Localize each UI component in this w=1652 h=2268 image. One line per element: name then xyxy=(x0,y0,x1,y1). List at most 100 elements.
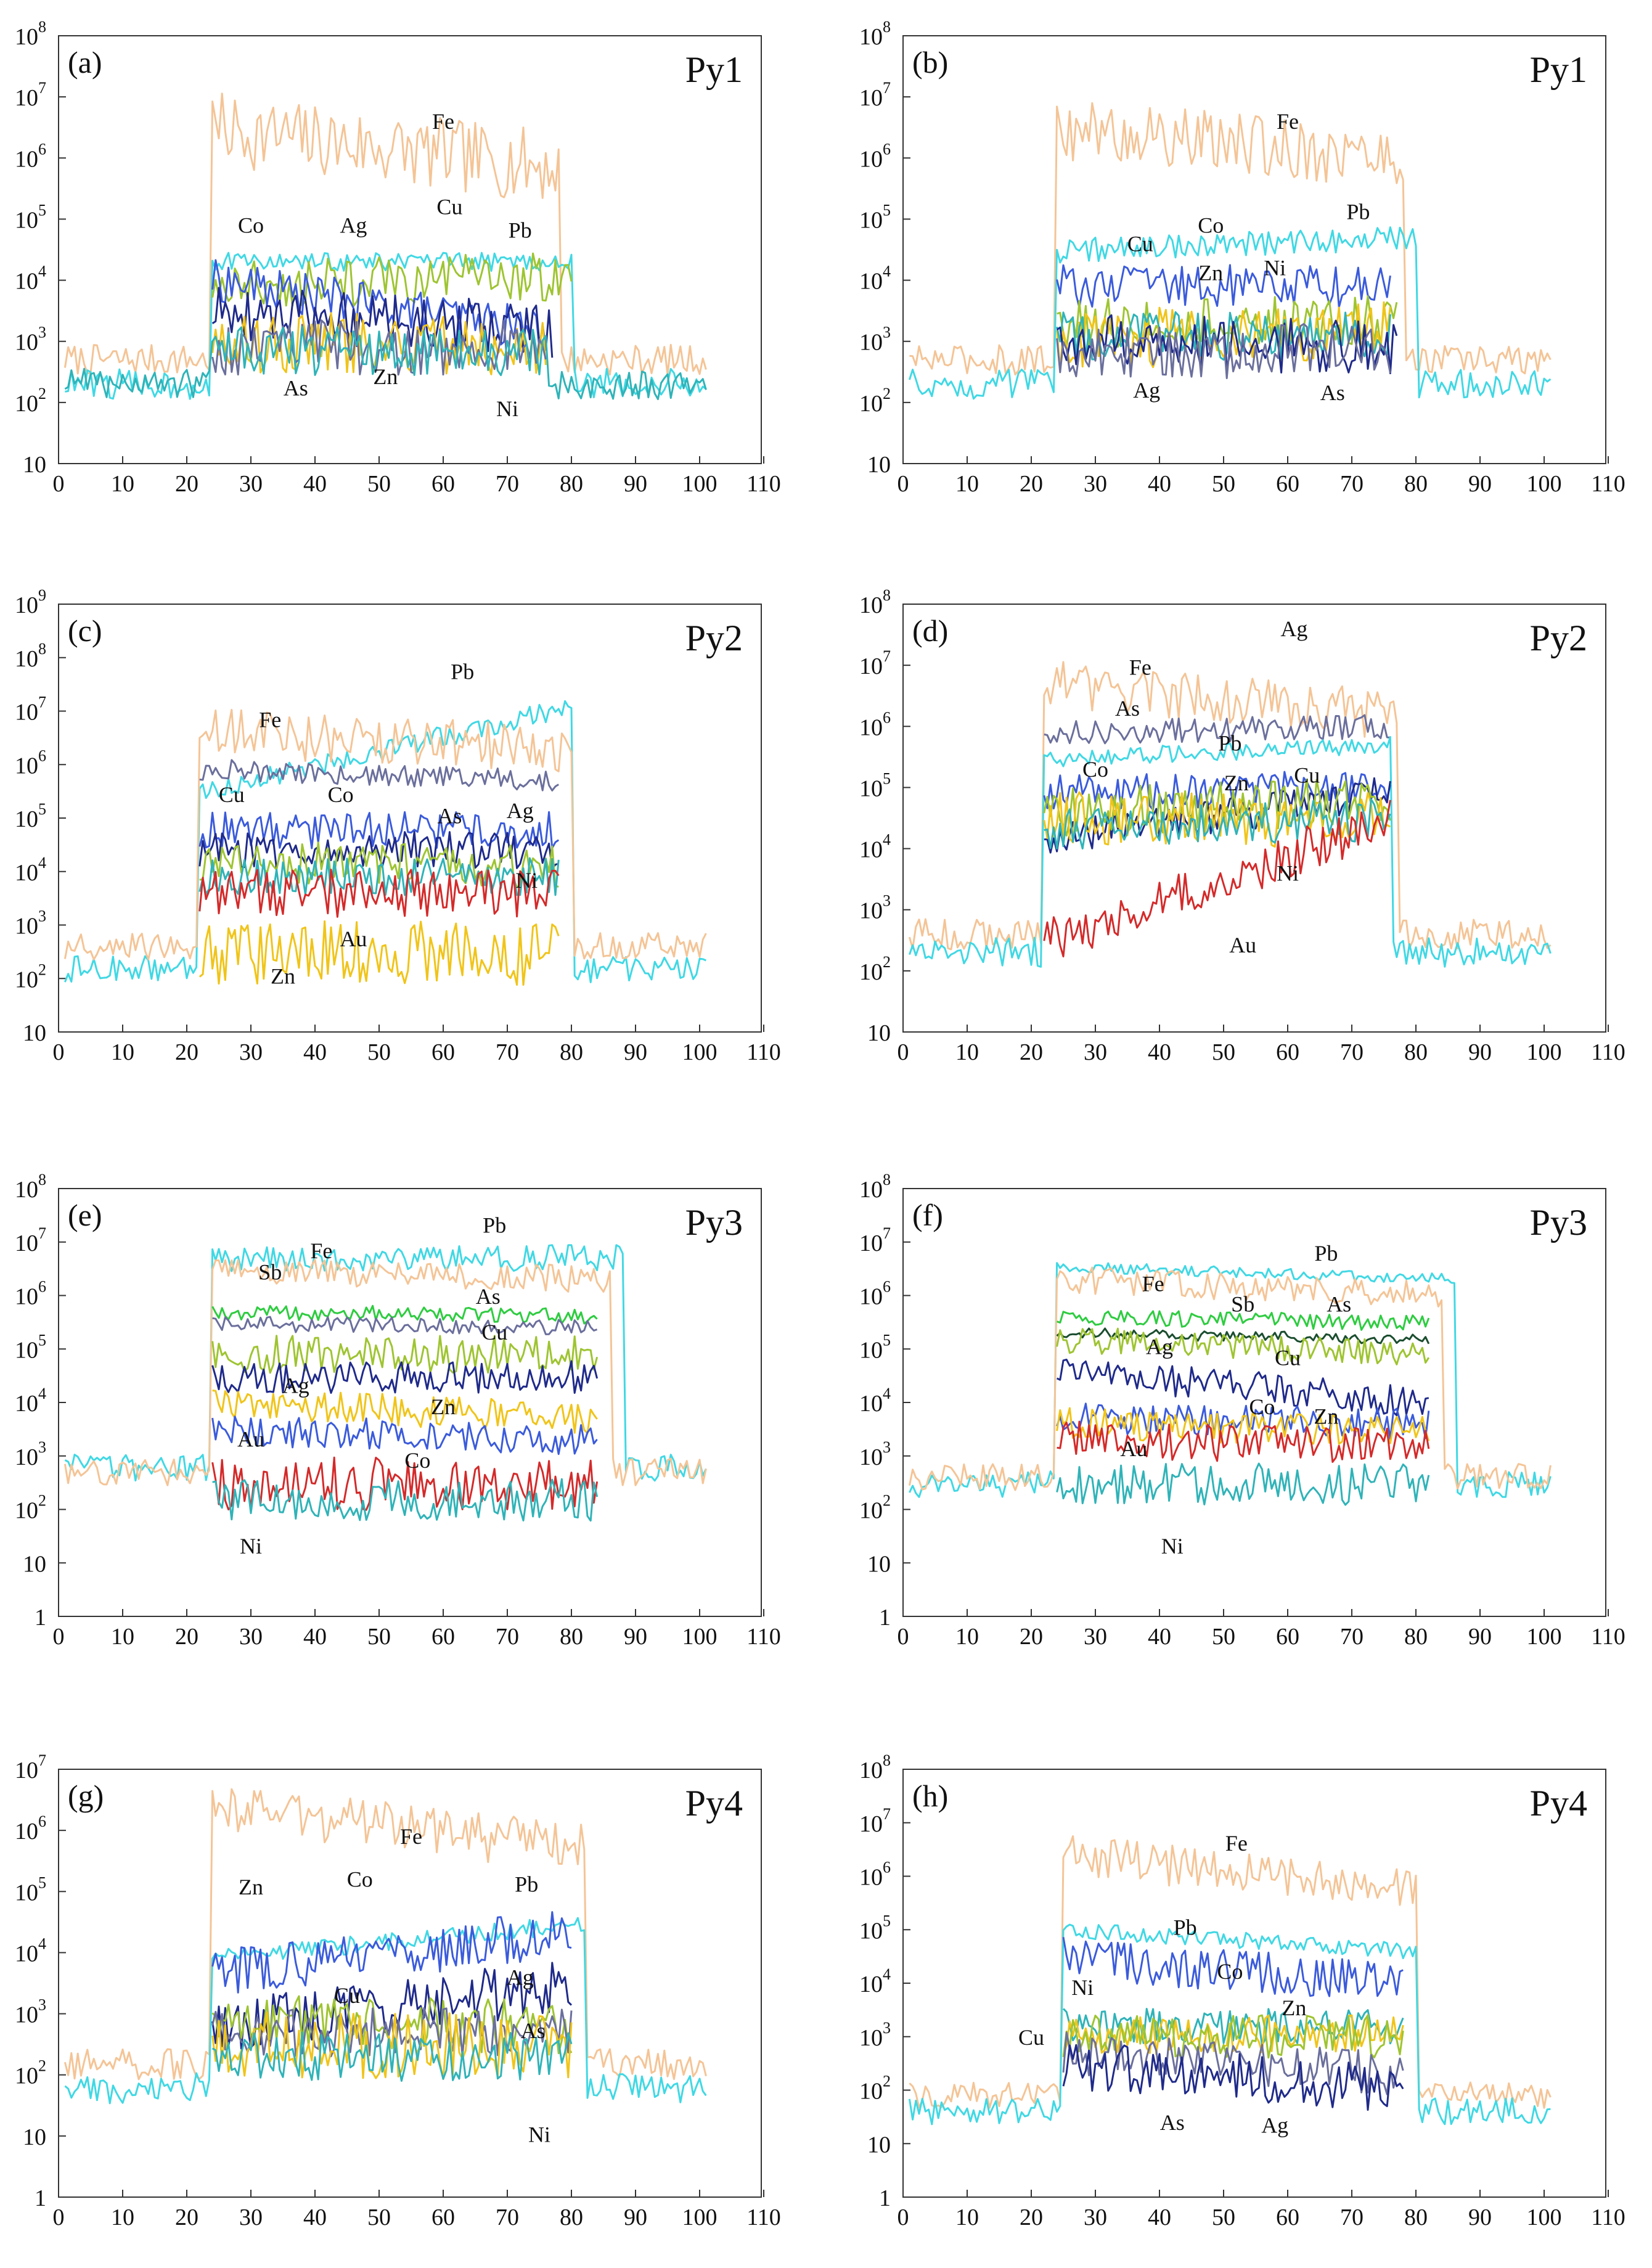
series-line-as xyxy=(1056,323,1391,379)
series-line-co xyxy=(1056,264,1391,309)
element-label-ni: Ni xyxy=(1071,1975,1094,2000)
x-tick-label: 20 xyxy=(1020,1039,1043,1065)
element-label-ag: Ag xyxy=(1133,378,1160,403)
x-tick-label: 50 xyxy=(1212,2205,1235,2230)
x-tick-label: 110 xyxy=(1591,2205,1625,2230)
x-tick-label: 0 xyxy=(53,1039,65,1065)
x-tick-label: 90 xyxy=(624,2205,647,2230)
series-group xyxy=(63,1244,707,1522)
series-line-ni xyxy=(64,325,707,400)
chart-panel-1: 0 10 20 30 40 50 60 70 80 90 100 110 108 107 106 105 104… xyxy=(15,18,781,497)
series-line-as xyxy=(199,759,559,792)
series-line-au xyxy=(1043,800,1391,957)
y-tick-label: 107 xyxy=(859,79,891,111)
chart-panel-7: 0 10 20 30 40 50 60 70 80 90 100 110107106105104103… xyxy=(15,1751,781,2230)
x-tick-label: 0 xyxy=(898,471,909,497)
series-line-fe xyxy=(908,1266,1552,1491)
element-label-zn: Zn xyxy=(1314,1404,1338,1429)
series-group xyxy=(63,1788,707,2105)
element-label-co: Co xyxy=(1217,1959,1243,1984)
series-line-ni xyxy=(1056,311,1391,361)
element-label-zn: Zn xyxy=(1198,261,1223,285)
x-tick-label: 80 xyxy=(1404,1624,1428,1650)
element-label-ag: Ag xyxy=(507,1965,534,1989)
element-label-pb: Pb xyxy=(1346,199,1370,224)
element-label-zn: Zn xyxy=(271,964,295,989)
x-tick-label: 20 xyxy=(1020,471,1043,497)
element-label-au: Au xyxy=(1229,933,1256,957)
x-tick-label: 0 xyxy=(53,2205,65,2230)
element-label-ag: Ag xyxy=(1280,616,1307,641)
x-tick-label: 10 xyxy=(955,471,979,497)
panel-label: (h) xyxy=(912,1779,948,1813)
element-label-ni: Ni xyxy=(1161,1534,1184,1558)
series-line-pb xyxy=(64,1244,707,1482)
y-tick-label: 103 xyxy=(15,324,46,356)
y-tick-label: 102 xyxy=(859,385,891,417)
chart-panel-5: 0 10 20 30 40 50 60 70 80 90 100 110108107106105104… xyxy=(15,1171,781,1650)
series-line-as xyxy=(212,1316,598,1335)
element-label-cu: Cu xyxy=(481,1320,507,1345)
x-tick-label: 40 xyxy=(303,1039,327,1065)
x-tick-label: 40 xyxy=(303,471,327,497)
y-tick-label: 10 xyxy=(23,2124,46,2150)
plot-frame xyxy=(902,604,1606,1033)
x-tick-label: 110 xyxy=(746,2205,781,2230)
series-line-sb xyxy=(211,1304,598,1325)
x-tick-label: 60 xyxy=(1276,2205,1299,2230)
x-tick-label: 70 xyxy=(1340,1624,1364,1650)
x-tick-label: 70 xyxy=(496,1624,519,1650)
x-tick-label: 90 xyxy=(624,1039,647,1065)
y-tick-label: 109 xyxy=(15,586,46,618)
x-tick-label: 20 xyxy=(1020,2205,1043,2230)
element-label-fe: Fe xyxy=(400,1824,422,1849)
x-tick-label: 70 xyxy=(496,471,519,497)
element-label-as: As xyxy=(1320,380,1345,405)
series-group xyxy=(63,92,707,400)
y-tick-label: 1 xyxy=(879,1605,891,1631)
y-tick-label: 108 xyxy=(859,18,891,50)
x-tick-label: 60 xyxy=(431,1039,455,1065)
series-line-co xyxy=(1043,771,1391,811)
y-tick-label: 103 xyxy=(15,907,46,940)
x-tick-label: 20 xyxy=(175,1624,198,1650)
y-tick-label: 1 xyxy=(35,2185,46,2211)
y-tick-label: 107 xyxy=(859,1805,891,1837)
chart-panel-2: 0 10 20 30 40 50 60 70 80 90 100 110 108 107 106 105 104… xyxy=(859,18,1625,497)
y-tick-label: 107 xyxy=(859,1224,891,1256)
x-tick-label: 50 xyxy=(367,1624,391,1650)
x-tick-label: 100 xyxy=(1527,1039,1562,1065)
x-tick-label: 40 xyxy=(303,1624,327,1650)
x-tick-label: 30 xyxy=(239,2205,263,2230)
series-line-ag xyxy=(1044,777,1391,854)
sample-label: Py1 xyxy=(1530,49,1587,90)
element-label-ag: Ag xyxy=(1146,1335,1173,1359)
element-label-ni: Ni xyxy=(1264,256,1286,280)
x-tick-label: 30 xyxy=(1084,471,1107,497)
y-tick-label: 106 xyxy=(859,1859,891,1891)
x-tick-label: 40 xyxy=(1148,471,1171,497)
x-tick-label: 10 xyxy=(111,1624,134,1650)
series-line-ni xyxy=(1044,798,1391,849)
panel-label: (d) xyxy=(912,613,948,648)
x-tick-label: 100 xyxy=(1527,2205,1562,2230)
element-label-fe: Fe xyxy=(1225,1831,1248,1856)
series-line-pb xyxy=(908,735,1552,968)
y-tick-label: 102 xyxy=(15,2057,46,2089)
series-group xyxy=(908,1835,1552,2126)
panel-label: (a) xyxy=(68,45,102,80)
element-label-pb: Pb xyxy=(451,659,474,684)
x-tick-label: 30 xyxy=(239,471,263,497)
x-tick-label: 0 xyxy=(53,1624,65,1650)
element-label-as: As xyxy=(437,803,462,828)
series-line-sb xyxy=(1057,1310,1430,1331)
x-tick-label: 30 xyxy=(1084,2205,1107,2230)
x-tick-label: 80 xyxy=(560,1624,583,1650)
series-line-co xyxy=(211,1911,572,1994)
series-line-ag xyxy=(1056,1359,1429,1417)
x-tick-label: 70 xyxy=(496,1039,519,1065)
x-tick-label: 80 xyxy=(1404,2205,1428,2230)
x-tick-label: 40 xyxy=(303,2205,327,2230)
y-tick-label: 102 xyxy=(15,385,46,417)
series-line-fe xyxy=(63,1259,707,1486)
